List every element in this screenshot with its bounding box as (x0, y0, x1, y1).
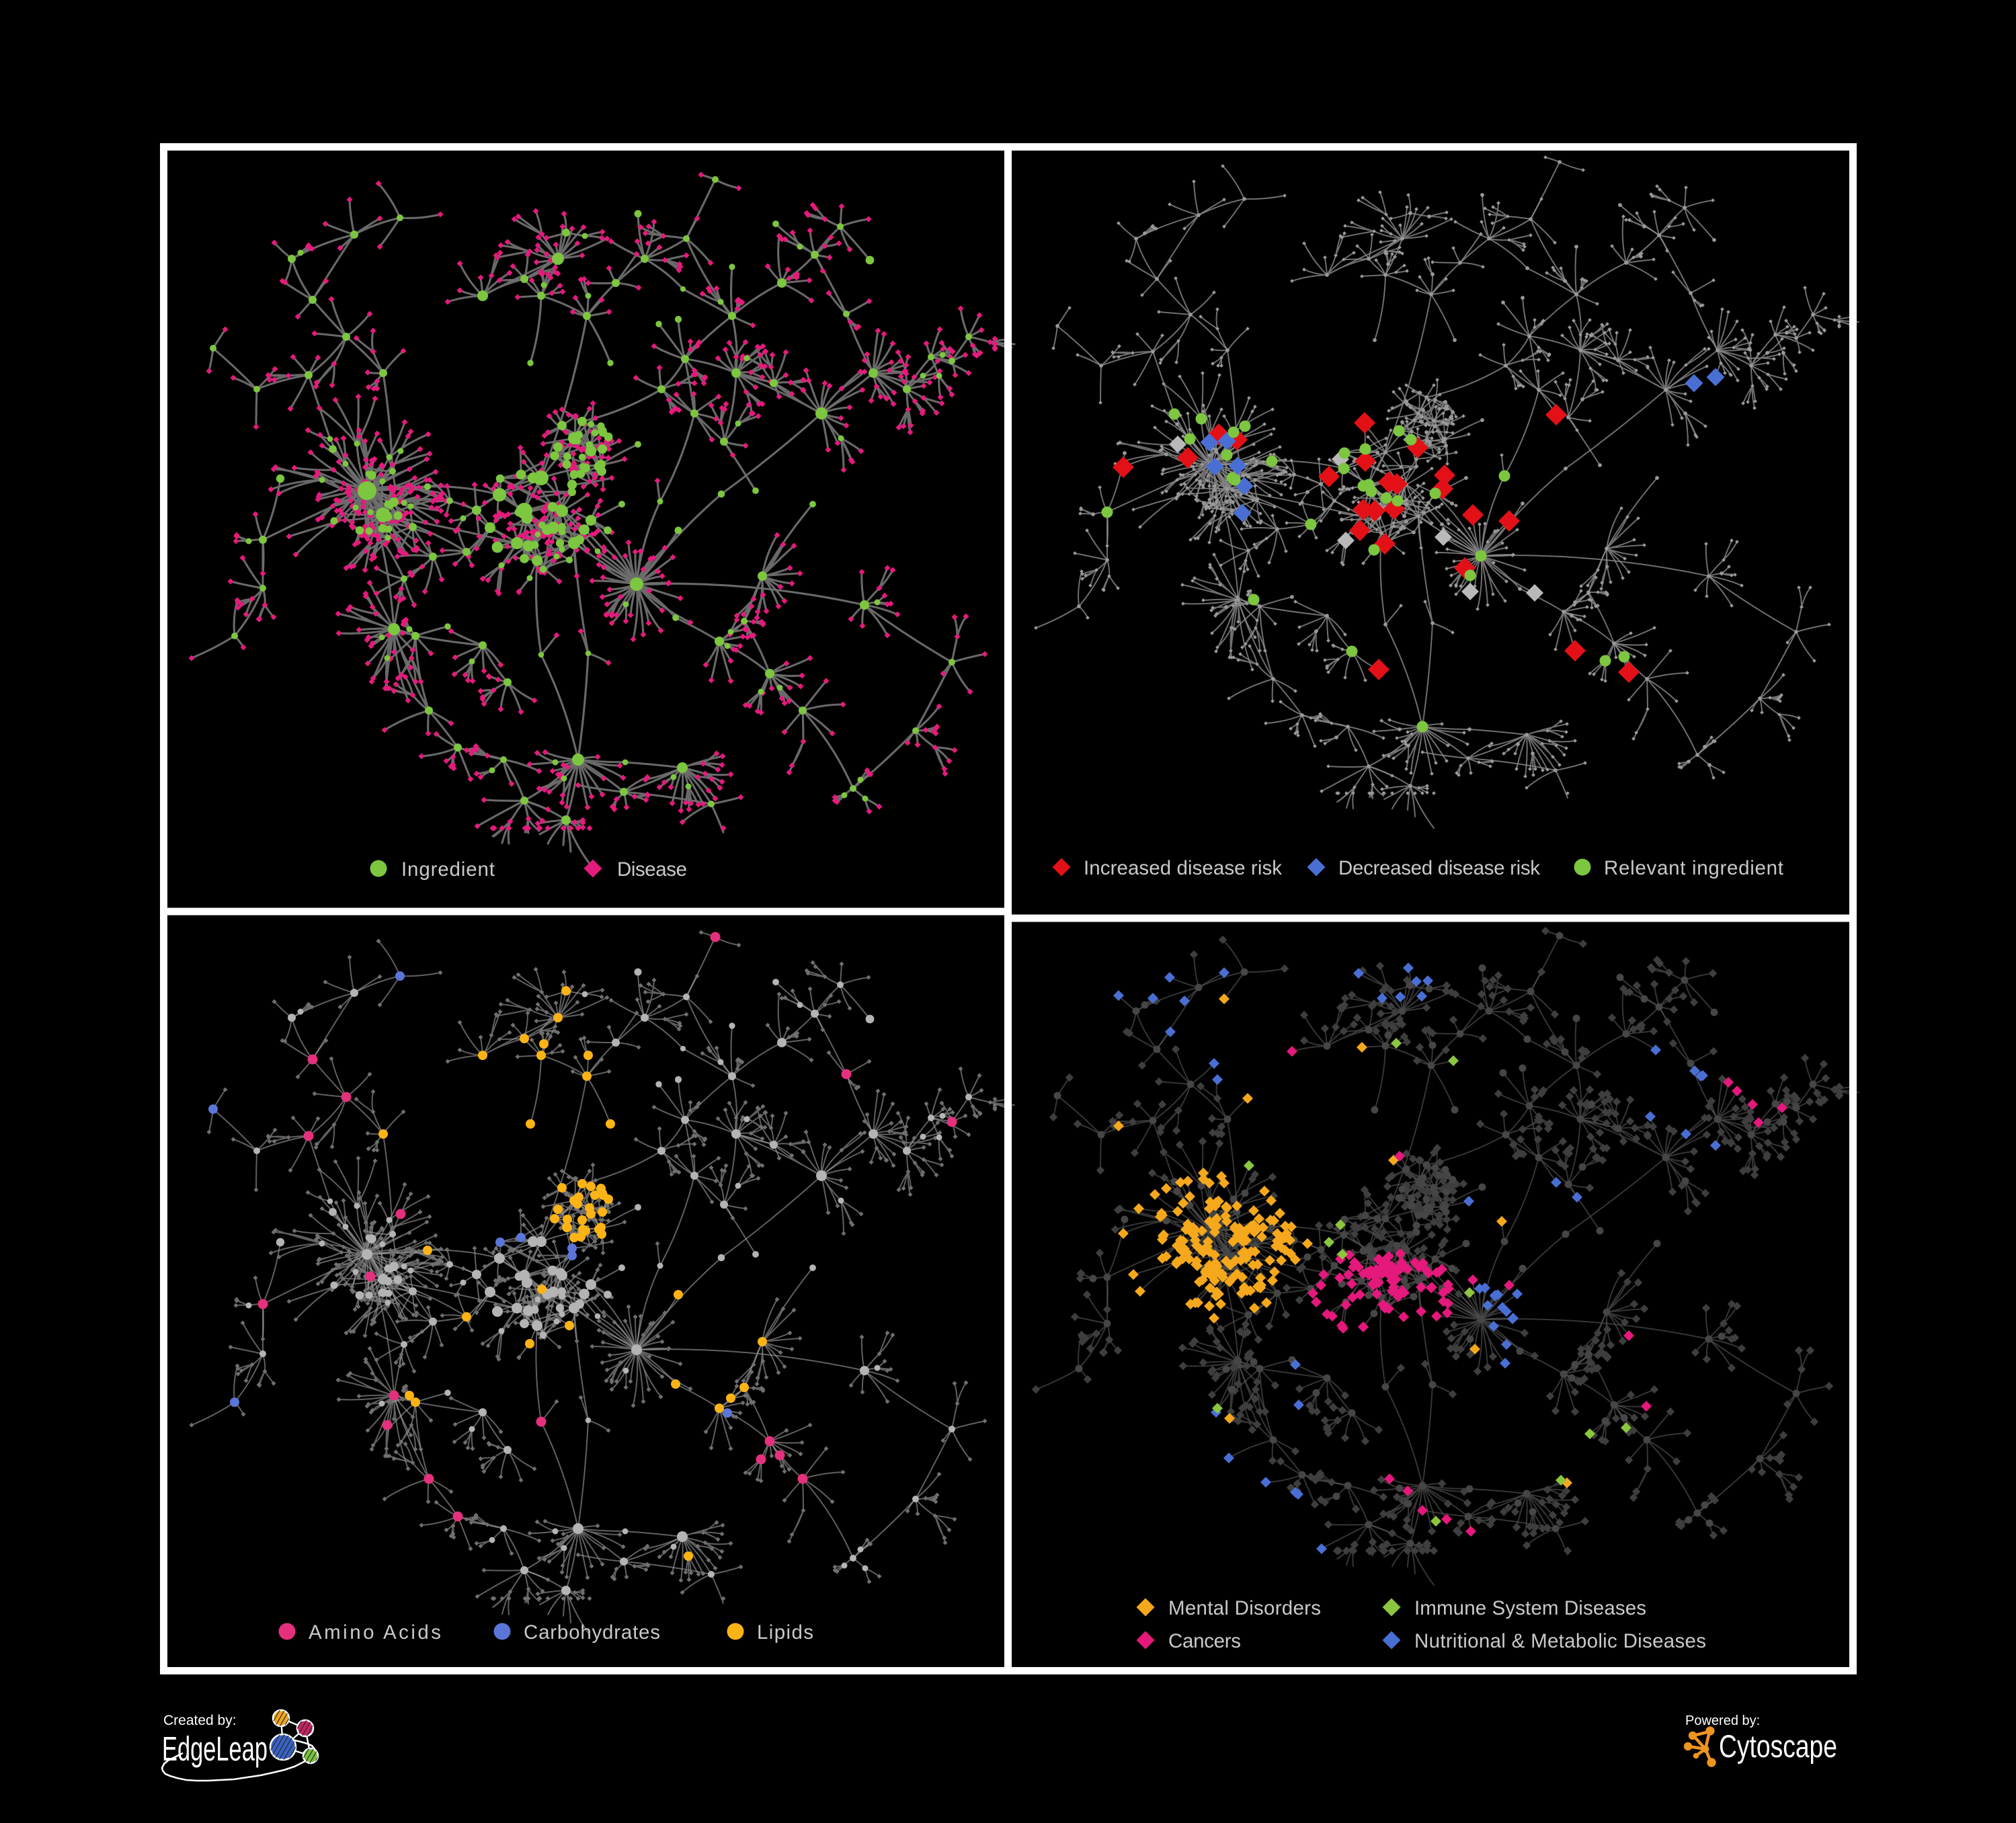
svg-text:Powered by:: Powered by: (1685, 1713, 1760, 1728)
svg-text:Created by:: Created by: (163, 1713, 237, 1728)
svg-text:Cytoscape: Cytoscape (1719, 1728, 1837, 1764)
svg-text:EdgeLeap: EdgeLeap (162, 1730, 268, 1768)
svg-text:Nutritional & Metabolic Diseas: Nutritional & Metabolic Diseases (1414, 1630, 1706, 1652)
svg-text:Increased disease risk: Increased disease risk (1084, 857, 1282, 879)
svg-text:Lipids: Lipids (757, 1621, 813, 1644)
svg-text:Mental Disorders: Mental Disorders (1168, 1597, 1321, 1619)
svg-text:Decreased disease risk: Decreased disease risk (1338, 857, 1540, 879)
svg-text:Immune System Diseases: Immune System Diseases (1414, 1597, 1646, 1619)
svg-text:Relevant ingredient: Relevant ingredient (1604, 857, 1783, 879)
svg-text:Carbohydrates: Carbohydrates (524, 1621, 660, 1644)
svg-text:Disease: Disease (617, 858, 687, 881)
svg-text:Cancers: Cancers (1168, 1630, 1241, 1652)
svg-text:Ingredient: Ingredient (401, 858, 495, 881)
